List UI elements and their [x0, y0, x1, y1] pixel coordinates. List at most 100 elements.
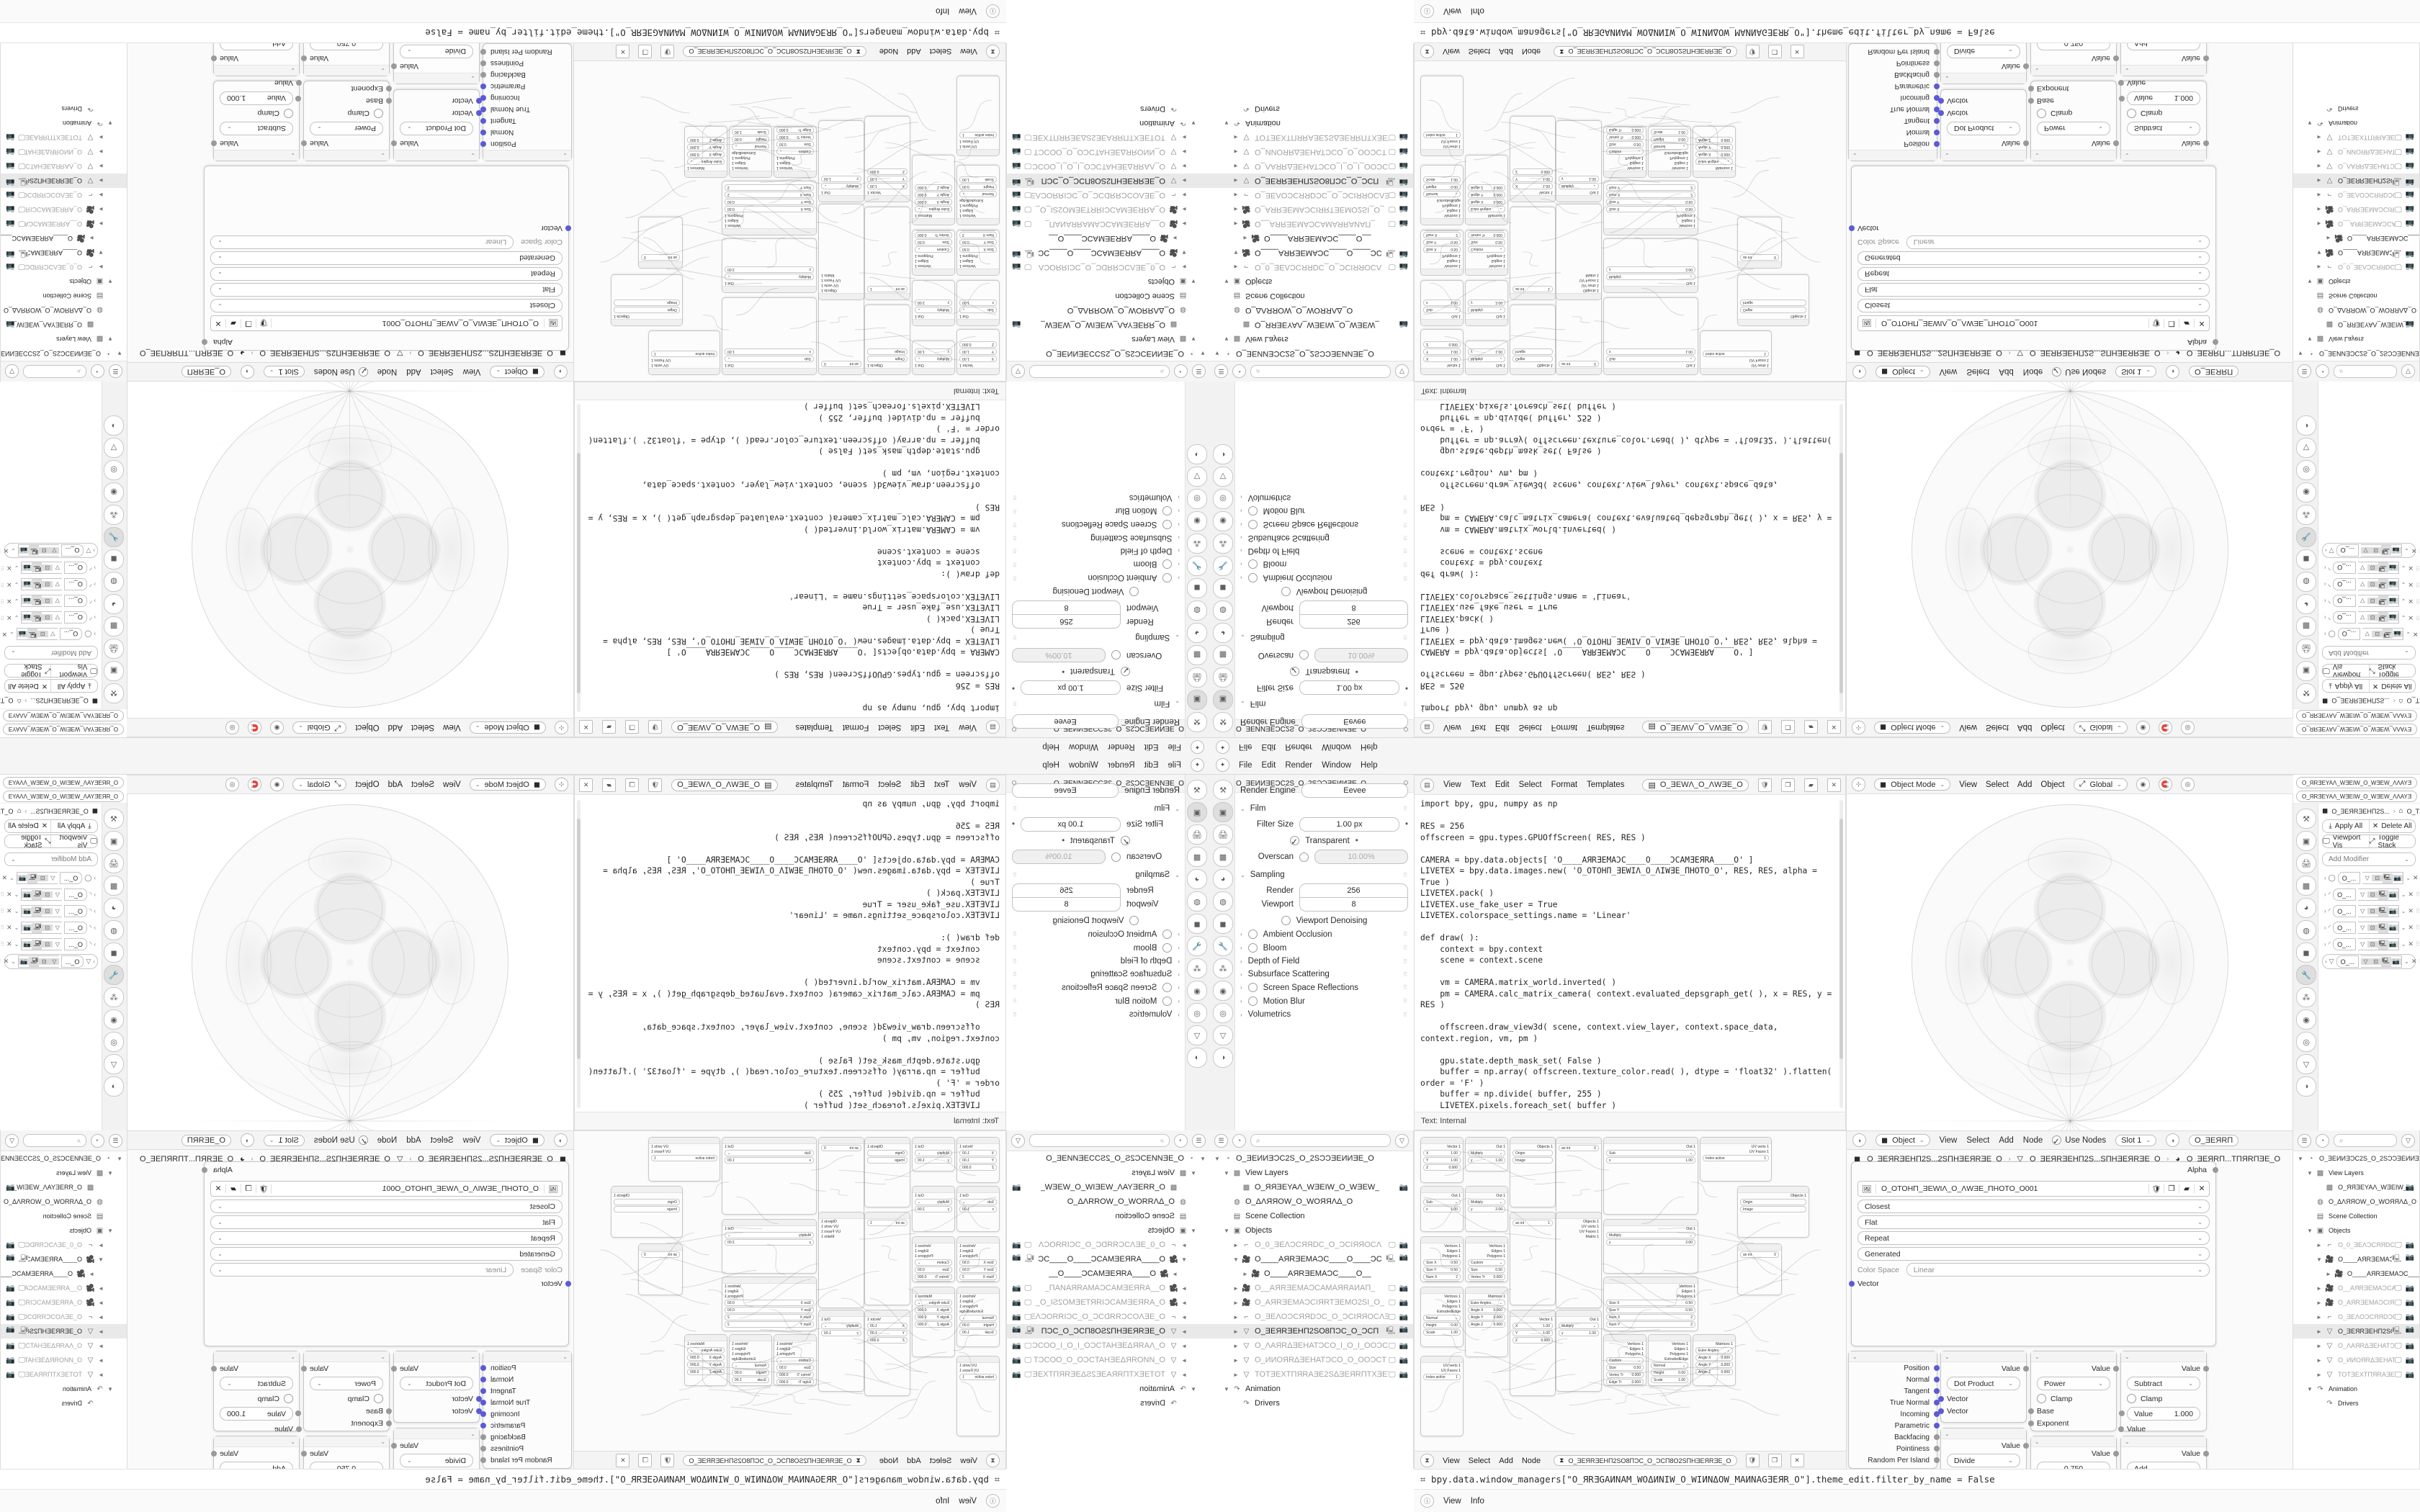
node-header[interactable] [1466, 368, 1507, 374]
text-datablock-selector[interactable]: ▤ O_ƎEWΛ_O_ΛWƎE_O [671, 721, 777, 734]
chevron-down-icon[interactable]: ▼ [1214, 351, 1222, 357]
cage-on-icon[interactable]: ⊡ [42, 941, 52, 948]
geo-node-17[interactable]: Vertices 1 Edges 1 Polygons 1 Size X 0.50 Siz… [1603, 1277, 1698, 1331]
viewport-denoising-row[interactable]: Viewport Denoising [1240, 587, 1408, 596]
geo-node-10[interactable]: an int 0 [1556, 293, 1602, 375]
outliner-row-restrictions[interactable]: 🖵 📷 [2395, 148, 2419, 156]
monitor-icon[interactable]: 🖵 [18, 192, 25, 199]
power-node[interactable]: ⌄ Value Power ⌄ Clamp Base Exponent [303, 81, 390, 161]
node-mode[interactable]: Normal ⌄ [1423, 191, 1461, 197]
vector-socket[interactable] [565, 225, 571, 231]
chevron-down-icon[interactable]: ▼ [105, 1170, 113, 1176]
node-header[interactable] [957, 319, 999, 325]
outliner-row-10[interactable]: ►🎥O_AЯRƎEMAƆCIЯRTƎEMO2SI_O_🖵📷 [1007, 1295, 1210, 1310]
node-field[interactable]: an int 0 [1740, 1251, 1779, 1258]
section-film-header[interactable]: ⌄ Film ⠿ [1012, 804, 1180, 813]
node-field[interactable]: Size X 0.50 [959, 1259, 997, 1266]
sampling-viewport-value[interactable]: 8 [1012, 600, 1121, 615]
node-field[interactable]: Scale 1.00 [1423, 176, 1461, 183]
grip-dots[interactable]: ⠿ [2416, 908, 2420, 914]
value-output-socket[interactable] [2113, 140, 2119, 146]
shader-editor-header[interactable]: ◑ ◼ Object ⌄ View Select Add Node ✓ Use Nod… [1847, 1131, 2293, 1150]
transform-orientation-selector[interactable]: ⤢ Global ⌄ [2074, 721, 2128, 734]
node-field[interactable]: Z 0.000 [959, 1164, 997, 1171]
outliner-row-restrictions[interactable]: 🖵 📷 [1007, 1284, 1031, 1292]
tab-particles[interactable]: ⁂ [2296, 505, 2316, 525]
render-on-icon[interactable]: 📷 [2391, 958, 2401, 965]
info-editor-bar[interactable]: ⓘ View Info [0, 1489, 1006, 1512]
checkbox-motion-blur[interactable] [1162, 506, 1172, 516]
fake-user-icon[interactable]: 🛡 [660, 1454, 674, 1467]
chevron-down-icon[interactable]: ⌄ [2401, 614, 2406, 621]
realtime-on-icon[interactable]: 🖳 [27, 629, 37, 639]
monitor-icon[interactable]: 🖵 [2395, 1299, 2402, 1307]
chevron-down-icon[interactable]: ▼ [1179, 1256, 1187, 1263]
material-name-field[interactable]: O_ƎEЯRΠ [2189, 1135, 2238, 1146]
open-text-icon[interactable]: ▰ [1804, 721, 1818, 734]
node-collapse-chevron[interactable]: ⌄ [483, 1351, 571, 1362]
vector-socket-1[interactable] [476, 110, 482, 116]
node-field[interactable]: y 1.00 [1559, 1330, 1599, 1336]
image-texture-node[interactable]: Alpha 🖼 O_OTOHΠ_ƎEWIΛ_O_ΛWƎE_ΠHOTO_O001 … [204, 1161, 569, 1346]
monitor-icon[interactable]: 🖵 [18, 1356, 25, 1364]
subtract-value-field[interactable]: Value 1.000 [2127, 1407, 2200, 1421]
node-header[interactable] [1421, 1138, 1463, 1144]
node-field[interactable]: y 2.00 [1606, 266, 1695, 273]
camera-off-icon[interactable]: 📷 [6, 1313, 14, 1321]
outliner-row-restrictions[interactable]: 📷 [1399, 321, 1413, 329]
camera-icon[interactable]: 📷 [6, 321, 14, 329]
geometry-nodetree-selector[interactable]: ⧗ O_ƎEЯRƎEHΠ2SO8ΠƆC_O_ƆCΠ8O2SΠHƎEЯRƎE_O [1554, 46, 1736, 57]
tab-render[interactable]: ▣ [2296, 661, 2316, 681]
chevron-down-icon[interactable]: ▼ [1214, 1156, 1222, 1162]
source-selector[interactable]: Generated ⌄ [1857, 251, 2210, 265]
camera-off-icon[interactable]: 📷 [1399, 1313, 1408, 1321]
text-menu-format[interactable]: Format [1551, 780, 1577, 789]
outliner-secondary-search-input[interactable]: ⌕ [2334, 1134, 2397, 1147]
tab-data[interactable]: ▽ [1213, 467, 1233, 487]
outliner-row-14[interactable]: ►▽O_ИИOЯRΔƎEHATƆCO_O_OOƆCT🖵📷 [1007, 1353, 1210, 1367]
monitor-icon[interactable]: 🖵 [2395, 264, 2402, 271]
extension-selector[interactable]: Repeat ⌄ [210, 1231, 563, 1245]
modifier-toggles[interactable]: ▽ ⊡ 🖳 📷 [21, 578, 62, 590]
chevron-down-icon[interactable]: ▼ [1233, 250, 1241, 256]
tab-modifier[interactable]: 🔧 [104, 965, 124, 985]
render-engine-row[interactable]: Render Engine Eevee [1012, 714, 1180, 729]
value-output-socket[interactable] [301, 140, 307, 146]
outliner-row-12[interactable]: ►▽O_ƎEЯRƎEHΠ2SO8ΠƆC_O_ƆCΠ🖳📷 [1210, 174, 1413, 188]
node-field[interactable]: Index active 1 [1703, 351, 1769, 357]
sampling-render-row[interactable]: Render 256 [1240, 883, 1408, 897]
fake-user-icon[interactable]: 🛡 [1758, 778, 1772, 792]
modifier-toggles[interactable]: ▽ ⊡ 🖳 📷 [21, 938, 62, 950]
remove-modifier-icon[interactable]: ✕ [2413, 630, 2419, 638]
geo-node-18[interactable]: Vertices 1 Edges 1 Polygons 1 Custom ⌄ Size 0.… [774, 126, 817, 178]
pivot-icon[interactable]: ◉ [2136, 778, 2150, 791]
value-output-socket[interactable] [2023, 1443, 2029, 1449]
collapsed-subsurface-scattering[interactable]: › Subsurface Scattering ⠿ [1240, 534, 1408, 542]
camera-off-icon[interactable]: 📷 [2406, 192, 2414, 199]
modifier-toggles[interactable]: ▽ ⊡ 🖳 📷 [18, 544, 59, 557]
unlink-icon[interactable]: ✕ [211, 1184, 226, 1193]
open-image-icon[interactable]: ▰ [2179, 319, 2194, 328]
alpha-socket[interactable] [202, 1167, 207, 1173]
outliner-row-restrictions[interactable]: 🖵 📷 [1007, 1356, 1031, 1364]
sampling-viewport-value[interactable]: 8 [1299, 897, 1408, 912]
node-operation[interactable]: Multiply ⌄ [915, 356, 952, 362]
modifier-name-field[interactable]: O_... [2333, 578, 2356, 590]
node-field[interactable]: Size 0.50 [1468, 239, 1505, 246]
image-texture-node[interactable]: Alpha 🖼 O_OTOHΠ_ƎEWIΛ_O_ΛWƎE_ΠHOTO_O001 … [1851, 166, 2216, 351]
tab-material[interactable]: ◑ [1187, 1048, 1207, 1068]
output-socket[interactable] [1934, 1377, 1940, 1382]
viewport-vis-button[interactable]: 🖵 Viewport Vis [2323, 835, 2370, 847]
outliner-row-restrictions[interactable]: 🖵 📷 [1389, 163, 1413, 171]
monitor-on-icon[interactable]: 🖳 [2392, 247, 2401, 259]
shader-node-editor[interactable]: ◑ ◼ Object ⌄ View Select Add Node ✓ Use Nod… [126, 1130, 574, 1470]
monitor-icon[interactable]: 🖵 [1024, 1356, 1031, 1364]
outliner-row-4[interactable]: ▤ Scene Collection [1, 289, 127, 303]
modifier-row-5[interactable]: ›▽O_...▽⊡🖳📷⌄✕⠿ [2322, 954, 2416, 969]
node-header[interactable] [819, 195, 864, 202]
viewport-header[interactable]: ⊹ ◼ Object Mode ⌄ View Select Add Object… [1847, 775, 2293, 794]
node-mode[interactable]: Custom ⌄ [776, 148, 814, 155]
modifier-apply-row[interactable]: ⤓ Apply All ✕ Delete All [2322, 819, 2416, 833]
edit-mode-off-icon[interactable]: ▽ [52, 891, 62, 898]
render-on-icon[interactable]: 📷 [2388, 598, 2398, 604]
